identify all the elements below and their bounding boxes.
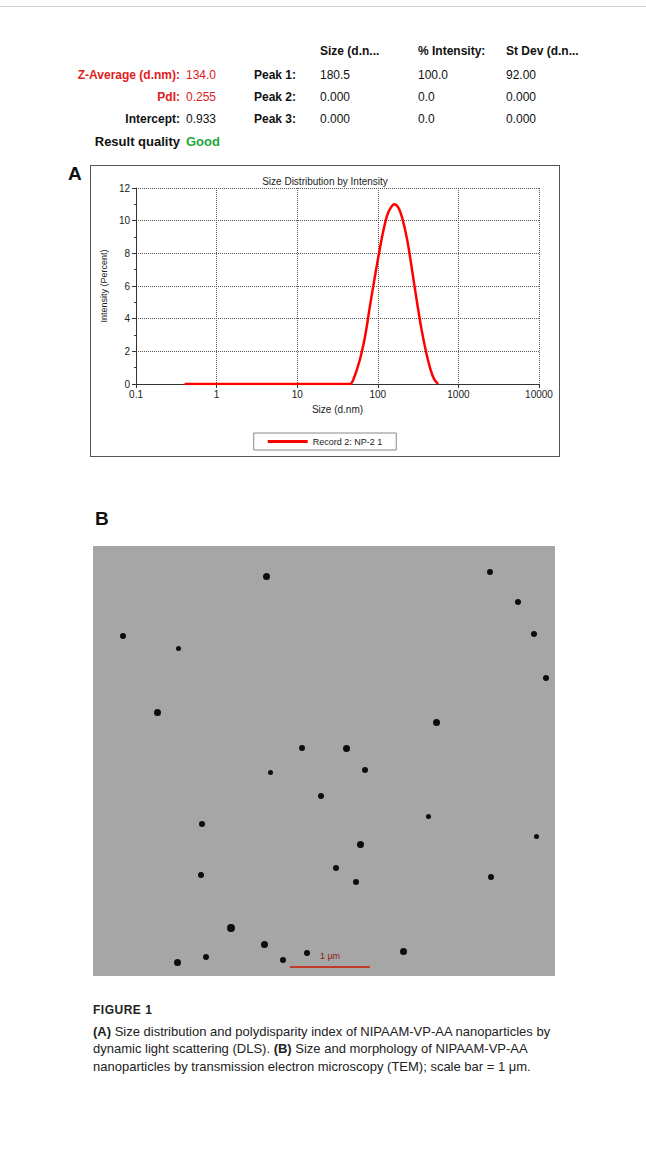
html-text:0.000: 0.000 <box>506 112 536 126</box>
svg-text:100: 100 <box>369 389 386 400</box>
html-text:B: B <box>95 508 109 529</box>
html-text:134.0: 134.0 <box>186 68 216 82</box>
html-text:100.0: 100.0 <box>418 68 448 82</box>
html-text:A: A <box>68 163 82 184</box>
svg-text:2: 2 <box>124 346 130 357</box>
html-text:FIGURE 1: FIGURE 1 <box>93 1003 153 1017</box>
svg-text:Size Distribution by Intensity: Size Distribution by Intensity <box>262 176 388 187</box>
svg-text:Size (d.nm): Size (d.nm) <box>312 404 363 415</box>
html-text:St Dev (d.n...: St Dev (d.n... <box>506 44 579 58</box>
svg-text:0: 0 <box>124 378 130 390</box>
svg-text:Record 2: NP-2 1: Record 2: NP-2 1 <box>313 437 383 447</box>
svg-text:1: 1 <box>214 389 220 400</box>
html-text:Z-Average (d.nm):: Z-Average (d.nm): <box>77 68 180 82</box>
html-text:(A) Size distribution and poly: (A) Size distribution and polydisparity … <box>93 1023 551 1075</box>
html-text:0.000: 0.000 <box>506 90 536 104</box>
svg-text:Intensity (Percent): Intensity (Percent) <box>99 249 109 322</box>
html-text:180.5: 180.5 <box>320 68 350 82</box>
html-text:0.0: 0.0 <box>418 112 435 126</box>
html-text:0.933: 0.933 <box>186 112 216 126</box>
svg-text:10: 10 <box>292 389 304 400</box>
html-text:Peak 3:: Peak 3: <box>254 112 296 126</box>
html-text:PdI:: PdI: <box>157 90 180 104</box>
svg-text:12: 12 <box>119 183 131 194</box>
html-text:Intercept:: Intercept: <box>125 112 180 126</box>
html-text:Size (d.n...: Size (d.n... <box>320 44 380 58</box>
html-text:0.255: 0.255 <box>186 90 216 104</box>
html-text:Result quality: Result quality <box>94 134 180 149</box>
svg-text:4: 4 <box>124 313 130 324</box>
html-text:92.00: 92.00 <box>506 68 536 82</box>
svg-text:10000: 10000 <box>525 389 553 400</box>
html-text:% Intensity:: % Intensity: <box>418 44 486 58</box>
svg-text:0.1: 0.1 <box>129 389 143 400</box>
svg-text:10: 10 <box>119 215 131 226</box>
svg-text:1000: 1000 <box>447 389 470 400</box>
svg-text:6: 6 <box>124 281 130 292</box>
svg-text:8: 8 <box>124 248 130 259</box>
html-text:0.0: 0.0 <box>418 90 435 104</box>
html-text:1 μm: 1 μm <box>319 951 341 961</box>
html-text:Good: Good <box>186 134 220 149</box>
html-text:0.000: 0.000 <box>320 112 350 126</box>
html-text:Peak 1:: Peak 1: <box>254 68 296 82</box>
html-text:0.000: 0.000 <box>320 90 350 104</box>
html-text:Peak 2:: Peak 2: <box>254 90 296 104</box>
